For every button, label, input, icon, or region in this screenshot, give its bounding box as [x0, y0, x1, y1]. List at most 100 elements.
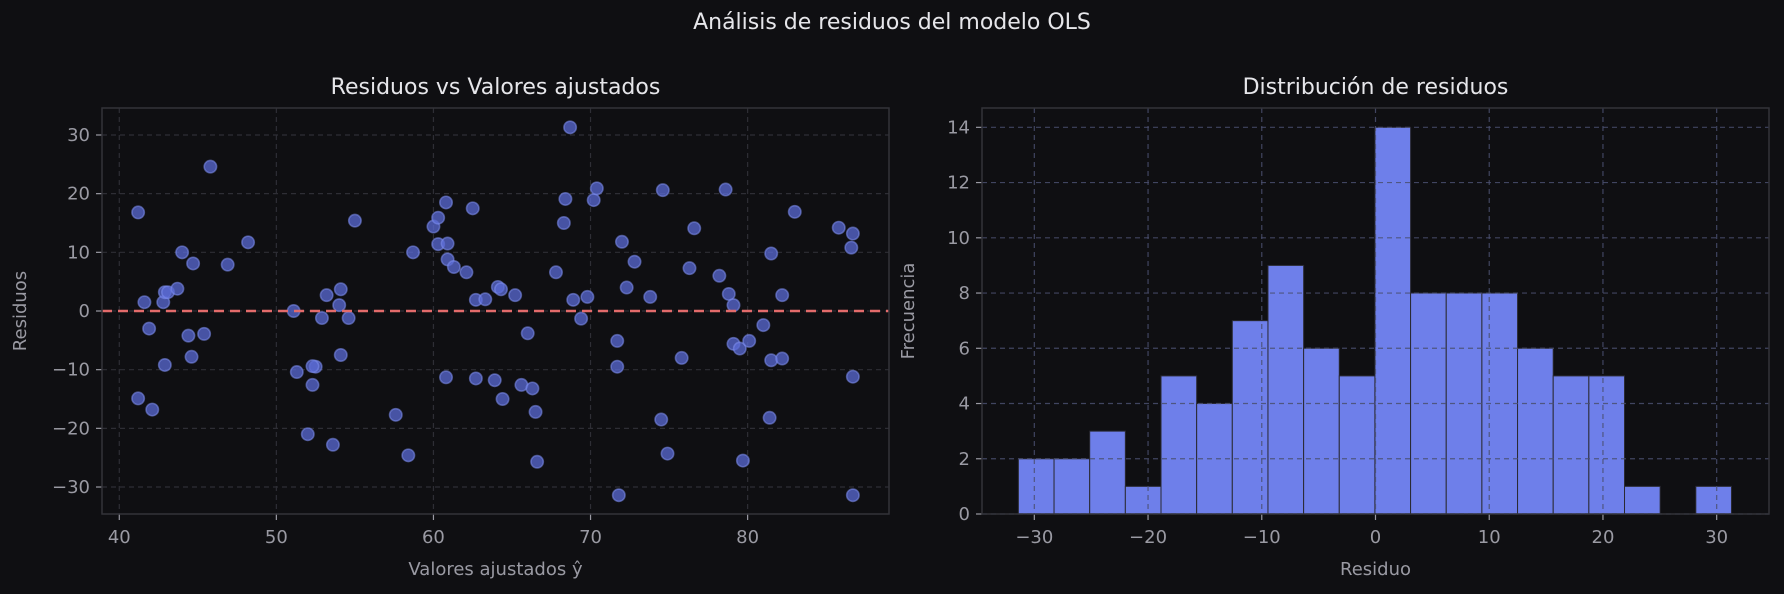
histogram-bar — [1338, 375, 1376, 515]
data-point — [431, 210, 446, 225]
data-point — [580, 289, 595, 304]
data-point — [610, 359, 625, 374]
histogram-bar — [1124, 485, 1162, 515]
data-point — [566, 292, 581, 307]
data-point — [525, 381, 540, 396]
axes-frame — [101, 107, 890, 515]
data-point — [325, 437, 340, 452]
data-point — [718, 182, 733, 197]
data-point — [401, 448, 416, 463]
data-point — [574, 311, 589, 326]
data-point — [170, 281, 185, 296]
data-point — [347, 213, 362, 228]
data-point — [446, 259, 461, 274]
data-point — [548, 265, 563, 280]
x-axis-ticks: −30 −20 −10 0 10 20 30 — [1015, 514, 1728, 548]
data-point — [682, 261, 697, 276]
x-tick-label: −10 — [1243, 527, 1281, 548]
data-point — [586, 193, 601, 208]
data-point — [487, 373, 502, 388]
y-tick-label: 20 — [67, 184, 90, 205]
data-point — [775, 351, 790, 366]
y-tick-label: 10 — [947, 228, 970, 249]
data-point — [184, 349, 199, 364]
data-point — [655, 183, 670, 198]
x-tick-label: 80 — [736, 527, 759, 548]
residuals-vs-fitted-plot: 40 50 60 70 80 −30 −20 −10 0 10 20 30 Residuos vs Va… — [10, 75, 890, 580]
data-point — [203, 159, 218, 174]
data-point — [440, 236, 455, 251]
data-point — [333, 348, 348, 363]
data-point — [289, 365, 304, 380]
data-point — [137, 295, 152, 310]
data-point — [520, 326, 535, 341]
data-point — [305, 377, 320, 392]
axes-title: Distribución de residuos — [1243, 75, 1509, 100]
data-point — [589, 181, 604, 196]
data-point — [556, 215, 571, 230]
data-point — [319, 288, 334, 303]
data-point — [388, 407, 403, 422]
histogram-bars — [1017, 126, 1732, 515]
axes-title: Residuos vs Valores ajustados — [331, 75, 661, 100]
data-point — [610, 333, 625, 348]
data-point — [687, 221, 702, 236]
data-point — [332, 298, 347, 313]
data-point — [563, 120, 578, 135]
data-point — [787, 204, 802, 219]
y-tick-label: 10 — [67, 242, 90, 263]
data-point — [175, 245, 190, 260]
scatter-points — [131, 120, 860, 503]
x-tick-label: −30 — [1015, 527, 1053, 548]
data-point — [220, 257, 235, 272]
y-tick-label: 8 — [959, 283, 970, 304]
data-point — [762, 410, 777, 425]
y-tick-label: 14 — [947, 117, 970, 138]
residual-histogram-plot: −30 −20 −10 0 10 20 30 0 2 4 6 8 10 12 14 Distribución … — [898, 75, 1770, 580]
x-tick-label: 70 — [579, 527, 602, 548]
histogram-bar — [1053, 458, 1091, 515]
data-point — [241, 235, 256, 250]
data-point — [756, 318, 771, 333]
data-point — [831, 220, 846, 235]
x-axis-label: Residuo — [1340, 559, 1411, 580]
y-axis-label: Frecuencia — [898, 263, 919, 360]
y-tick-label: 0 — [959, 504, 970, 525]
axes-frame — [981, 107, 1770, 515]
data-point — [478, 292, 493, 307]
grid-lines — [982, 108, 1769, 515]
data-point — [131, 205, 146, 220]
data-point — [726, 298, 741, 313]
data-point — [186, 256, 201, 271]
data-point — [333, 282, 348, 297]
y-tick-label: 6 — [959, 338, 970, 359]
data-point — [558, 191, 573, 206]
histogram-bar — [1303, 347, 1340, 515]
y-axis-ticks: 0 2 4 6 8 10 12 14 — [947, 117, 982, 525]
data-point — [459, 265, 474, 280]
histogram-bar — [1017, 458, 1055, 515]
histogram-bar — [1267, 264, 1305, 515]
data-point — [732, 341, 747, 356]
x-tick-label: 30 — [1705, 527, 1728, 548]
y-tick-label: −10 — [52, 360, 90, 381]
histogram-bar — [1624, 485, 1661, 515]
x-tick-label: 20 — [1592, 527, 1615, 548]
data-point — [157, 357, 172, 372]
histogram-bar — [1517, 347, 1554, 515]
data-point — [493, 282, 508, 297]
data-point — [439, 370, 454, 385]
data-point — [742, 333, 757, 348]
data-point — [614, 234, 629, 249]
data-point — [468, 371, 483, 386]
y-axis-label: Residuos — [10, 271, 31, 351]
histogram-bar — [1089, 430, 1126, 515]
data-point — [643, 289, 658, 304]
histogram-bar — [1695, 485, 1732, 515]
data-point — [131, 391, 146, 406]
data-point — [619, 280, 634, 295]
x-tick-label: 50 — [265, 527, 288, 548]
y-tick-label: 30 — [67, 125, 90, 146]
data-point — [654, 412, 669, 427]
